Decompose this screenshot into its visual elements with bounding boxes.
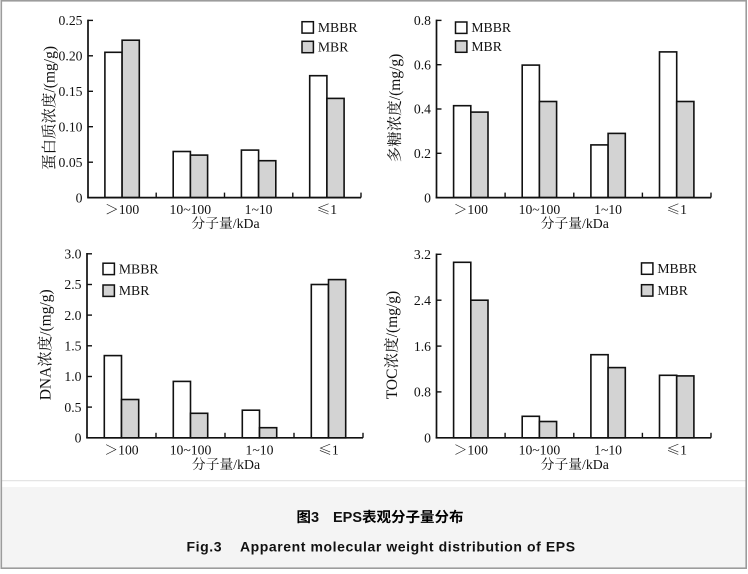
svg-text:3: 3 — [311, 510, 319, 526]
svg-text:/kDa: /kDa — [233, 457, 260, 472]
svg-text:EPS: EPS — [333, 510, 362, 526]
svg-text:10~100: 10~100 — [519, 202, 561, 217]
svg-text:0.25: 0.25 — [59, 13, 83, 28]
svg-text:1: 1 — [330, 202, 337, 217]
svg-text:1.5: 1.5 — [64, 339, 81, 354]
svg-text:/kDa: /kDa — [582, 216, 609, 231]
svg-text:MBBR: MBBR — [657, 261, 697, 276]
svg-text:0.15: 0.15 — [59, 84, 83, 99]
svg-text:0.8: 0.8 — [414, 13, 431, 28]
svg-text:1.6: 1.6 — [414, 339, 431, 354]
svg-text:2.5: 2.5 — [64, 277, 81, 292]
svg-text:/kDa: /kDa — [582, 457, 609, 472]
svg-text:1: 1 — [680, 443, 687, 458]
svg-text:/(mg/g): /(mg/g) — [384, 291, 401, 338]
svg-text:0: 0 — [76, 190, 83, 205]
svg-text:1~10: 1~10 — [245, 202, 273, 217]
svg-text:2.0: 2.0 — [64, 308, 81, 323]
svg-text:3.0: 3.0 — [64, 247, 81, 262]
svg-text:0.4: 0.4 — [414, 102, 431, 117]
svg-text:/kDa: /kDa — [233, 216, 260, 231]
svg-text:/(mg/g): /(mg/g) — [38, 289, 55, 336]
svg-text:0.8: 0.8 — [414, 385, 431, 400]
svg-text:MBBR: MBBR — [318, 20, 358, 35]
svg-text:MBR: MBR — [119, 283, 150, 298]
svg-text:DNA: DNA — [38, 366, 55, 400]
svg-text:0: 0 — [424, 190, 431, 205]
svg-text:2.4: 2.4 — [414, 293, 431, 308]
svg-text:1: 1 — [680, 202, 687, 217]
svg-text:MBR: MBR — [318, 40, 349, 55]
svg-text:0.10: 0.10 — [59, 119, 83, 134]
svg-text:0.5: 0.5 — [64, 400, 81, 415]
svg-text:10~100: 10~100 — [170, 443, 212, 458]
svg-text:10~100: 10~100 — [519, 443, 561, 458]
svg-text:1~10: 1~10 — [246, 443, 274, 458]
svg-text:1: 1 — [332, 443, 339, 458]
svg-text:1~10: 1~10 — [594, 443, 622, 458]
svg-text:10~100: 10~100 — [170, 202, 212, 217]
svg-text:0.2: 0.2 — [414, 146, 431, 161]
svg-text:100: 100 — [467, 443, 488, 458]
svg-text:3.2: 3.2 — [414, 247, 431, 262]
svg-text:100: 100 — [467, 202, 488, 217]
svg-text:100: 100 — [118, 443, 139, 458]
svg-text:100: 100 — [119, 202, 140, 217]
svg-text:0.05: 0.05 — [59, 155, 83, 170]
svg-text:0: 0 — [424, 431, 431, 446]
svg-text:Fig.3 Apparent molecular we: Fig.3 Apparent molecular weight distribu… — [187, 539, 576, 555]
svg-text:MBR: MBR — [471, 39, 502, 54]
svg-text:1.0: 1.0 — [64, 369, 81, 384]
svg-text:0: 0 — [75, 431, 82, 446]
svg-text:1~10: 1~10 — [594, 202, 622, 217]
svg-text:TOC: TOC — [384, 369, 401, 400]
svg-text:MBR: MBR — [657, 283, 688, 298]
svg-text:MBBR: MBBR — [471, 20, 511, 35]
svg-text:MBBR: MBBR — [119, 261, 159, 276]
svg-text:0.20: 0.20 — [59, 49, 83, 64]
svg-text:/(mg/g): /(mg/g) — [42, 46, 59, 93]
svg-text:0.6: 0.6 — [414, 57, 431, 72]
svg-text:/(mg/g): /(mg/g) — [387, 54, 404, 100]
